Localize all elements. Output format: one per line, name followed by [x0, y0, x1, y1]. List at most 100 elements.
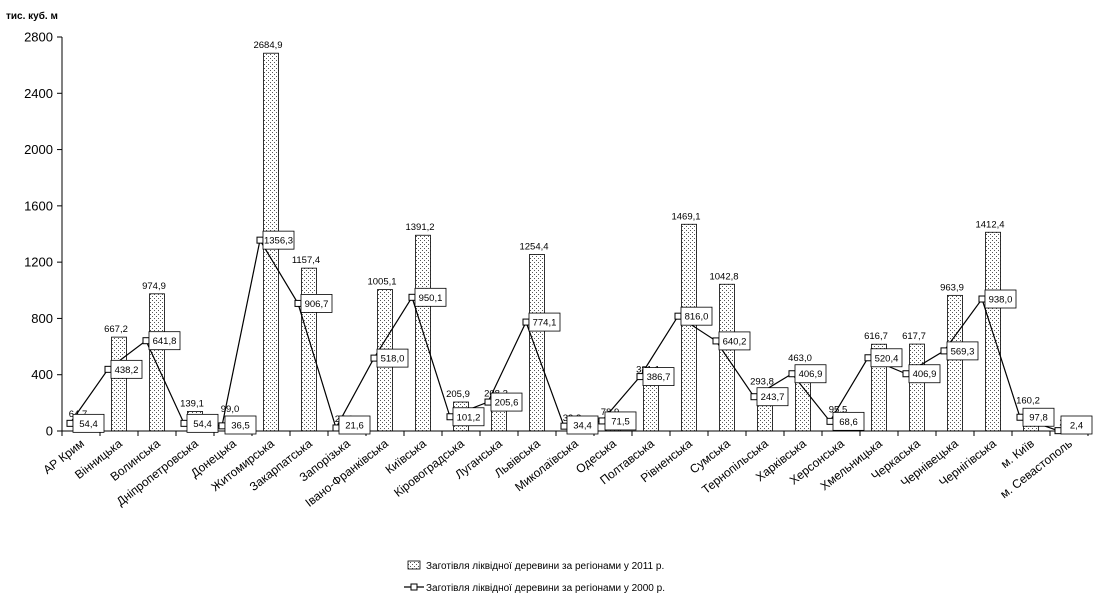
line-2000-marker: [485, 399, 491, 405]
bar-2011-value-label: 99,0: [221, 404, 240, 415]
line-2000-marker: [447, 414, 453, 420]
line-2000-value-label: 406,9: [795, 365, 826, 383]
line-2000-label-text: 71,5: [611, 416, 630, 427]
y-tick-label: 400: [31, 367, 53, 382]
bar-2011-value-label: 616,7: [864, 331, 888, 342]
y-tick-label: 1600: [24, 198, 53, 213]
line-2000-value-label: 21,6: [339, 416, 370, 434]
line-2000-marker: [67, 420, 73, 426]
line-2000-marker: [751, 394, 757, 400]
y-tick-label: 2000: [24, 142, 53, 157]
line-2000-label-text: 2,4: [1070, 421, 1083, 432]
line-2000-marker: [219, 423, 225, 429]
line-2000-marker: [409, 294, 415, 300]
bar-2011-value-label: 963,9: [940, 282, 964, 293]
line-2000-label-text: 938,0: [989, 295, 1013, 306]
line-2000-marker: [713, 338, 719, 344]
line-2000-marker: [181, 420, 187, 426]
bar-2011: [530, 254, 545, 431]
line-2000-marker: [789, 371, 795, 377]
bar-2011-value-label: 160,2: [1016, 395, 1040, 406]
legend-label-2011: Заготівля ліквідної деревини за регіонам…: [426, 561, 664, 572]
bar-2011-value-label: 1005,1: [367, 277, 396, 288]
line-2000-value-label: 71,5: [605, 412, 636, 430]
line-2000-label-text: 68,6: [839, 417, 858, 428]
line-2000-value-label: 101,2: [453, 408, 484, 426]
line-2000-label-text: 36,5: [231, 421, 250, 432]
line-2000-marker: [295, 300, 301, 306]
line-2000-label-text: 97,8: [1029, 413, 1048, 424]
line-2000-marker: [333, 425, 339, 431]
line-2000-marker: [143, 338, 149, 344]
line-2000-marker: [371, 355, 377, 361]
line-2000-value-label: 386,7: [643, 368, 674, 386]
bar-2011-value-label: 1391,2: [405, 222, 434, 233]
line-2000-label-text: 641,8: [153, 336, 177, 347]
line-2000-label-text: 518,0: [381, 354, 405, 365]
line-2000-label-text: 243,7: [761, 392, 785, 403]
line-2000-label-text: 950,1: [419, 293, 443, 304]
line-2000-marker: [979, 296, 985, 302]
line-2000-value-label: 816,0: [681, 307, 712, 325]
bar-2011-value-label: 1157,4: [292, 255, 320, 266]
line-2000-label-text: 34,4: [573, 421, 592, 432]
line-2000-label-text: 816,0: [685, 312, 709, 323]
line-2000-value-label: 243,7: [757, 388, 788, 406]
bar-2011-value-label: 617,7: [902, 331, 926, 342]
line-2000-label-text: 640,2: [723, 336, 747, 347]
bar-2011-value-label: 1042,8: [709, 271, 738, 282]
y-tick-label: 800: [31, 311, 53, 326]
line-2000-label-text: 774,1: [533, 318, 557, 329]
y-tick-label: 2400: [24, 86, 53, 101]
line-2000-value-label: 205,6: [491, 393, 522, 411]
line-2000-value-label: 520,4: [871, 349, 902, 367]
line-2000-value-label: 640,2: [719, 332, 750, 350]
line-2000-marker: [941, 348, 947, 354]
line-2000-label-text: 205,6: [495, 398, 519, 409]
bar-2011-value-label: 205,9: [446, 389, 470, 400]
line-2000-label-text: 54,4: [193, 419, 212, 430]
line-2000-value-label: 34,4: [567, 416, 598, 434]
line-2000-value-label: 54,4: [187, 414, 218, 432]
line-2000-marker: [903, 371, 909, 377]
line-2000-label-text: 406,9: [799, 369, 823, 380]
legend-swatch-2000-marker: [411, 584, 417, 590]
line-2000-value-label: 774,1: [529, 313, 560, 331]
bar-2011-value-label: 1412,4: [975, 219, 1004, 230]
line-2000-label-text: 520,4: [875, 353, 899, 364]
line-2000-marker: [827, 418, 833, 424]
line-2000-marker: [675, 313, 681, 319]
legend-label-2000: Заготівля ліквідної деревини за регіонам…: [426, 583, 665, 594]
line-2000-value-label: 68,6: [833, 412, 864, 430]
y-tick-label: 0: [46, 424, 53, 439]
line-2000-value-label: 54,4: [73, 414, 104, 432]
bar-2011-value-label: 139,1: [180, 398, 204, 409]
line-2000-marker: [257, 237, 263, 243]
line-2000-label-text: 21,6: [345, 421, 364, 432]
bar-2011: [112, 337, 127, 431]
line-2000-marker: [1017, 414, 1023, 420]
line-2000-value-label: 518,0: [377, 349, 408, 367]
bar-2011: [910, 344, 925, 431]
line-2000-value-label: 641,8: [149, 332, 180, 350]
line-2000-label-text: 386,7: [647, 372, 671, 383]
bar-2011-value-label: 1254,4: [519, 241, 548, 252]
bar-2011: [302, 268, 317, 431]
line-2000-value-label: 906,7: [301, 294, 332, 312]
bar-2011-value-label: 293,8: [750, 377, 774, 388]
bar-2011-value-label: 463,0: [788, 353, 812, 364]
bar-2011-value-label: 667,2: [104, 324, 128, 335]
line-2000-value-label: 1356,3: [263, 231, 294, 249]
line-2000-marker: [523, 319, 529, 325]
y-axis-unit: тис. куб. м: [6, 10, 58, 22]
line-2000-value-label: 406,9: [909, 365, 940, 383]
line-2000-value-label: 438,2: [111, 360, 142, 378]
line-2000-label-text: 101,2: [457, 412, 481, 423]
y-tick-label: 2800: [24, 30, 53, 45]
bar-2011-value-label: 2684,9: [253, 40, 282, 51]
bar-2011-value-label: 1469,1: [671, 211, 700, 222]
line-2000-label-text: 54,4: [79, 419, 98, 430]
line-2000-marker: [865, 355, 871, 361]
